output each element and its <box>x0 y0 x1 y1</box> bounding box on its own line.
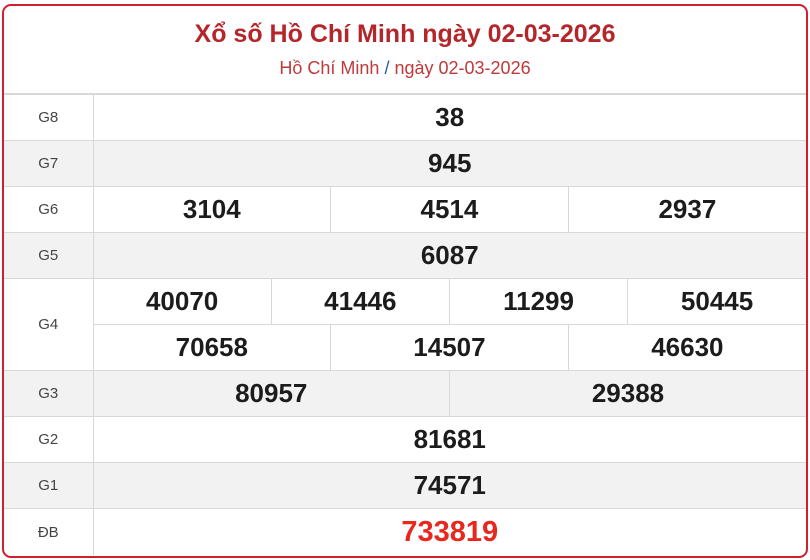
prize-number: 4514 <box>330 186 569 233</box>
prize-number: 6087 <box>92 232 806 279</box>
special-prize-number: 733819 <box>92 508 806 555</box>
prize-number: 41446 <box>270 278 450 325</box>
prize-number: 40070 <box>92 278 272 325</box>
prize-label: G6 <box>4 186 94 233</box>
prize-label: G7 <box>4 140 94 187</box>
prize-number: 50445 <box>627 278 806 325</box>
prize-row-g1: G1 74571 <box>4 462 806 509</box>
breadcrumb-location-link[interactable]: Hồ Chí Minh <box>279 58 380 78</box>
prize-label: G1 <box>4 462 94 509</box>
prize-row-g2: G2 81681 <box>4 416 806 463</box>
breadcrumb-separator: / <box>384 58 390 78</box>
prize-label: G2 <box>4 416 94 463</box>
prize-number: 11299 <box>448 278 629 325</box>
prize-row-g4-second: 70658 14507 46630 <box>4 324 806 371</box>
prize-row-g7: G7 945 <box>4 140 806 187</box>
prize-row-g3: G3 80957 29388 <box>4 370 806 417</box>
lottery-result-card: Xổ số Hồ Chí Minh ngày 02-03-2026 Hồ Chí… <box>2 4 808 558</box>
prize-row-g8: G8 38 <box>4 94 806 141</box>
breadcrumb: Hồ Chí Minh / ngày 02-03-2026 <box>4 58 806 79</box>
prize-number: 14507 <box>330 324 569 371</box>
prize-number: 46630 <box>567 324 806 371</box>
prize-number: 81681 <box>92 416 806 463</box>
prize-number: 80957 <box>92 370 450 417</box>
prize-label: ĐB <box>4 508 94 555</box>
prize-label: G3 <box>4 370 94 417</box>
prize-number: 29388 <box>448 370 806 417</box>
prize-number: 3104 <box>92 186 332 233</box>
prize-number: 2937 <box>567 186 806 233</box>
prize-row-g5: G5 6087 <box>4 232 806 279</box>
prize-number: 70658 <box>93 324 332 371</box>
results-table: G8 38 G7 945 G6 3104 4514 2937 G5 6087 G… <box>4 94 806 555</box>
prize-label: G4 <box>4 278 94 371</box>
prize-number: 38 <box>92 94 806 141</box>
breadcrumb-date-link[interactable]: ngày 02-03-2026 <box>394 58 531 78</box>
prize-row-g4: G4 40070 41446 11299 50445 <box>4 278 806 371</box>
page-title: Xổ số Hồ Chí Minh ngày 02-03-2026 <box>194 20 616 48</box>
prize-number: 74571 <box>92 462 806 509</box>
card-header: Xổ số Hồ Chí Minh ngày 02-03-2026 Hồ Chí… <box>4 6 806 94</box>
prize-row-special: ĐB 733819 <box>4 508 806 555</box>
prize-number: 945 <box>92 140 806 187</box>
prize-row-g6: G6 3104 4514 2937 <box>4 186 806 233</box>
prize-label: G5 <box>4 232 94 279</box>
prize-label: G8 <box>4 94 94 141</box>
